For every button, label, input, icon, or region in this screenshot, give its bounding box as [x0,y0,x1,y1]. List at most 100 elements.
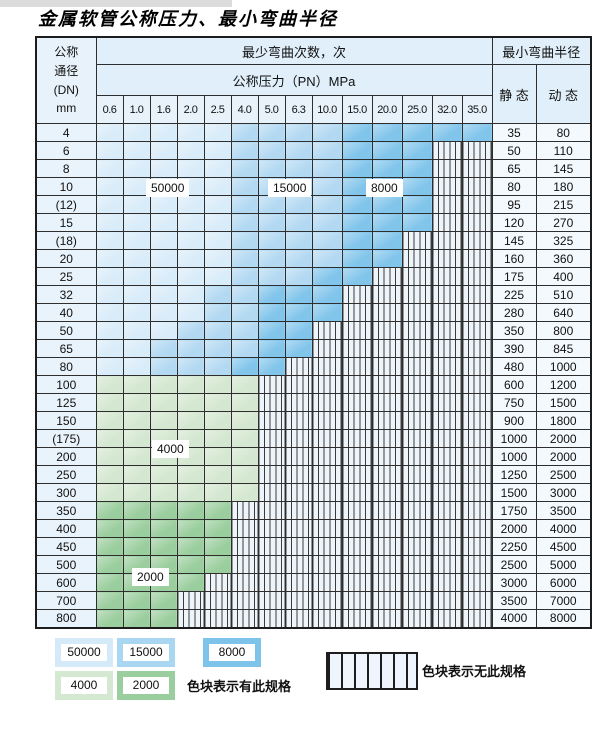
dn-cell: 65 [35,339,97,358]
spec-cell-15000 [149,339,178,358]
spec-cell-50000 [176,303,205,322]
no-spec-cell [257,591,286,610]
static-radius-cell: 175 [491,267,537,286]
no-spec-cell [371,591,403,610]
no-spec-cell [401,519,433,538]
spec-cell-50000 [122,357,151,376]
no-spec-cell [431,249,463,268]
dn-cell: 400 [35,519,97,538]
spec-cell-50000 [149,303,178,322]
dn-header-line: 公称 [54,45,79,60]
no-spec-cell [230,519,259,538]
static-radius-cell: 1500 [491,483,537,502]
dn-header: 公称 通径 (DN) mm [35,36,97,124]
spec-cell-15000 [311,249,343,268]
dynamic-radius-cell: 4500 [535,537,592,556]
no-spec-cell [401,411,433,430]
dn-cell: 150 [35,411,97,430]
no-spec-cell [311,609,343,628]
spec-cell-15000 [311,159,343,178]
static-radius-cell: 145 [491,231,537,250]
no-spec-cell [371,447,403,466]
no-spec-cell [461,429,493,448]
dynamic-radius-cell: 2000 [535,447,592,466]
dynamic-radius-cell: 1000 [535,357,592,376]
spec-cell-2000 [95,573,124,592]
spec-cell-15000 [257,213,286,232]
no-spec-cell [431,447,463,466]
no-spec-cell [431,465,463,484]
spec-cell-50000 [122,321,151,340]
static-radius-cell: 350 [491,321,537,340]
no-spec-cell [461,483,493,502]
spec-cell-50000 [203,267,232,286]
no-spec-cell [257,555,286,574]
no-spec-cell [341,573,373,592]
spec-cell-15000 [284,159,313,178]
no-spec-cell [341,519,373,538]
table-row: 80 480 1000 [35,357,592,376]
spec-cell-2000 [149,591,178,610]
spec-cell-2000 [95,555,124,574]
no-spec-cell [371,393,403,412]
spec-cell-8000 [401,159,433,178]
spec-cell-15000 [230,285,259,304]
spec-cell-15000 [203,357,232,376]
spec-cell-50000 [149,213,178,232]
static-radius-cell: 480 [491,357,537,376]
spec-cell-4000 [149,411,178,430]
no-spec-cell [341,285,373,304]
spec-cell-15000 [311,213,343,232]
no-spec-cell [461,357,493,376]
no-spec-cell [401,249,433,268]
no-spec-cell [431,519,463,538]
no-spec-cell [401,465,433,484]
spec-cell-8000 [371,195,403,214]
dn-cell: 6 [35,141,97,160]
pressure-cycles-table: 公称 通径 (DN) mm 最少弯曲次数，次 最小弯曲半径 公称压力（PN）MP… [35,36,592,629]
no-spec-cell [461,231,493,250]
no-spec-cell [431,591,463,610]
static-radius-cell: 3000 [491,573,537,592]
no-spec-cell [230,537,259,556]
no-spec-cell [203,573,232,592]
no-spec-cell [371,339,403,358]
spec-cell-4000 [203,465,232,484]
dynamic-radius-cell: 400 [535,267,592,286]
dynamic-radius-cell: 640 [535,303,592,322]
spec-cell-2000 [122,519,151,538]
no-spec-cell [401,501,433,520]
no-spec-cell [461,321,493,340]
spec-cell-8000 [311,303,343,322]
spec-cell-4000 [149,465,178,484]
spec-cell-50000 [176,141,205,160]
spec-cell-2000 [176,519,205,538]
spec-cell-2000 [122,537,151,556]
spec-cell-4000 [230,447,259,466]
spec-cell-15000 [230,267,259,286]
static-radius-cell: 1000 [491,429,537,448]
no-spec-cell [176,591,205,610]
spec-cell-15000 [230,141,259,160]
spec-cell-8000 [341,231,373,250]
no-spec-cell [311,375,343,394]
spec-cell-50000 [149,141,178,160]
spec-cell-15000 [284,123,313,142]
no-spec-cell [431,357,463,376]
no-spec-cell [341,555,373,574]
spec-cell-8000 [401,123,433,142]
dn-header-line: (DN) [53,82,79,97]
dynamic-radius-cell: 110 [535,141,592,160]
spec-cell-15000 [284,249,313,268]
no-spec-cell [461,249,493,268]
no-spec-cell [203,591,232,610]
spec-cell-50000 [122,249,151,268]
spec-cell-50000 [95,177,124,196]
spec-cell-4000 [122,429,151,448]
static-header: 静 态 [491,64,537,124]
pressure-tick: 35.0 [461,95,493,124]
spec-cell-4000 [203,393,232,412]
no-spec-cell [257,609,286,628]
no-spec-cell [284,537,313,556]
spec-cell-15000 [149,357,178,376]
